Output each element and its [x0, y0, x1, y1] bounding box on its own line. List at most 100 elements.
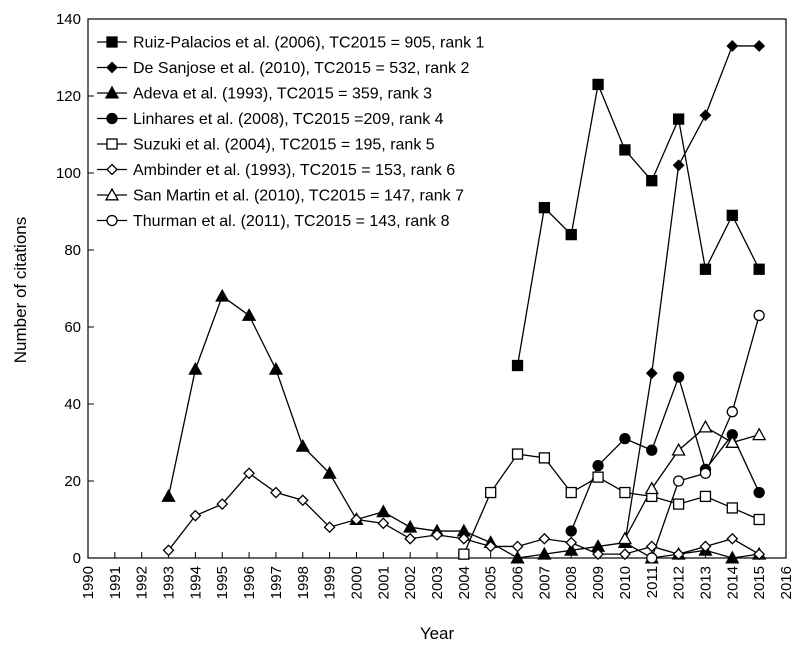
x-axis-ticks: 1990 1991 1992 1993 1994 1995 1996 1997 1998 1999… [80, 552, 795, 599]
series-3-point [376, 504, 391, 518]
y-tick-label: 120 [56, 88, 81, 105]
x-tick-label: 1994 [187, 566, 204, 599]
legend-entry-2: De Sanjose et al. (2010), TC2015 = 532, … [133, 60, 469, 77]
series-6-point [431, 528, 443, 541]
legend-entry-5: Suzuki et al. (2004), TC2015 = 195, rank… [133, 137, 435, 154]
series-1-point [753, 263, 765, 275]
series-7-point [644, 481, 659, 495]
series-4-point [753, 486, 765, 499]
series-8-point [672, 475, 685, 487]
series-3-point [295, 439, 310, 452]
series-4-point [619, 432, 631, 445]
legend-marker [104, 85, 120, 99]
series-6-point [484, 540, 497, 553]
legend-marker [106, 163, 118, 176]
x-tick-label: 2014 [724, 566, 741, 599]
x-tick-label: 2010 [617, 566, 634, 599]
series-5-point [458, 548, 470, 560]
series-3-point [322, 465, 337, 479]
series-5-point [485, 486, 497, 499]
series-6-point [162, 544, 175, 557]
series-6-point [592, 548, 604, 561]
x-tick-label: 2007 [536, 566, 553, 599]
series-6-point [753, 548, 766, 561]
legend-marker [104, 187, 120, 201]
x-tick-label: 1992 [134, 566, 151, 599]
series-3-point [241, 308, 257, 321]
series-1-point [592, 78, 604, 91]
series-5-point [753, 513, 765, 526]
legend-entry-6: Ambinder et al. (1993), TC2015 = 153, ra… [133, 162, 455, 179]
x-tick-label: 2000 [348, 566, 365, 599]
series-5-point [511, 448, 524, 460]
series-7-point [671, 442, 686, 456]
legend-marker [106, 138, 118, 150]
series-4-point [646, 444, 658, 456]
x-tick-label: 2008 [563, 566, 580, 599]
series-5-point [619, 486, 631, 499]
series-6-point [645, 540, 658, 553]
series-5-point [592, 471, 604, 483]
y-tick-label: 60 [64, 319, 81, 336]
series-6-point [699, 540, 712, 553]
series-5-point [565, 486, 577, 499]
series-6-point [511, 540, 524, 553]
series-6-point [538, 532, 551, 545]
series-2-point [672, 159, 685, 172]
series-7-point [617, 531, 633, 545]
series-5-point [699, 490, 712, 503]
series-3-point [268, 362, 284, 375]
series-markers [161, 40, 767, 564]
x-tick-label: 2005 [483, 566, 500, 599]
series-4-point [672, 371, 685, 383]
x-tick-label: 2002 [402, 566, 419, 599]
series-2-point [645, 367, 658, 380]
x-tick-label: 2001 [375, 566, 392, 599]
series-6-point [377, 517, 390, 530]
series-line-2 [624, 45, 760, 543]
series-7-point [752, 427, 767, 441]
series-6-point [457, 532, 470, 545]
series-4-point [565, 525, 577, 537]
series-3-point [215, 288, 230, 302]
series-6-point [672, 548, 685, 561]
series-2-point [726, 40, 739, 52]
legend-marker [106, 112, 118, 125]
series-1-point [565, 228, 577, 241]
legend-marker [106, 36, 118, 48]
series-8-point [726, 406, 738, 418]
series-8-point [699, 467, 712, 479]
legend-entry-3: Adeva et al. (1993), TC2015 = 359, rank … [133, 86, 432, 103]
series-5-point [672, 498, 685, 510]
series-line-1 [516, 82, 760, 366]
legend-entry-4: Linhares et al. (2008), TC2015 =209, ran… [133, 111, 444, 128]
series-line-7 [624, 426, 760, 540]
x-axis-title: Year [420, 624, 455, 643]
series-3-point [725, 550, 740, 564]
series-6-point [296, 494, 309, 507]
x-tick-label: 1991 [107, 566, 124, 599]
x-tick-label: 2012 [671, 566, 688, 599]
legend: Ruiz-Palacios et al. (2006), TC2015 = 90… [97, 35, 485, 230]
series-2-point [699, 109, 712, 122]
series-6-point [404, 532, 417, 545]
series-5-point [538, 452, 551, 464]
legend-entry-1: Ruiz-Palacios et al. (2006), TC2015 = 90… [133, 35, 485, 52]
series-6-point [189, 509, 202, 522]
series-3-point [403, 519, 418, 533]
series-3-point [537, 546, 552, 560]
series-1-point [672, 113, 685, 125]
y-tick-label: 0 [73, 550, 81, 567]
x-tick-label: 2013 [697, 566, 714, 599]
series-5-point [726, 502, 738, 514]
series-1-point [699, 263, 712, 275]
y-tick-label: 140 [56, 11, 81, 28]
y-axis-title: Number of citations [11, 217, 30, 363]
series-8-point [646, 552, 658, 564]
x-tick-label: 2009 [590, 566, 607, 599]
series-6-point [726, 532, 739, 545]
series-7-point [725, 435, 740, 448]
series-3-point [188, 362, 203, 375]
y-tick-label: 80 [64, 242, 81, 259]
x-tick-label: 2016 [778, 566, 795, 599]
